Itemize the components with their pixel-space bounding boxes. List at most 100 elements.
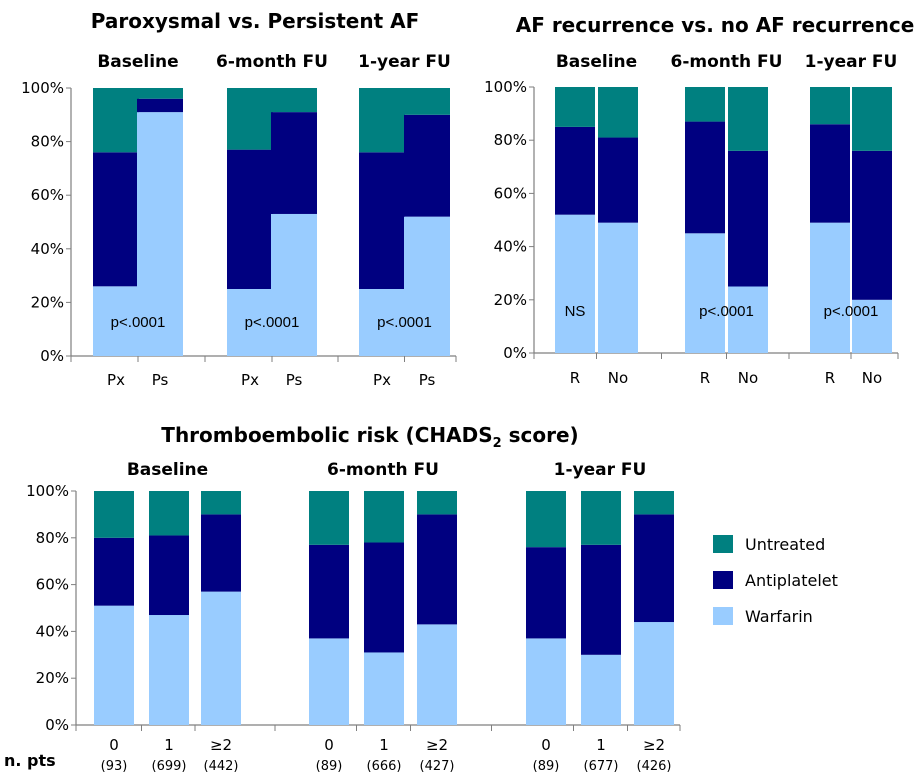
y-tick-label: 40% (494, 238, 527, 256)
significance-annotation: p<.0001 (824, 303, 879, 320)
panel-3-title: Thromboembolic risk (CHADS2 score) (161, 423, 578, 451)
bar-segment-untreated (634, 491, 674, 515)
panel-3-title-main: Thromboembolic risk (CHADS (161, 423, 492, 447)
panel-3-title-suffix: score) (502, 423, 579, 447)
x-category-label: Ps (286, 371, 303, 389)
x-category-label: Px (107, 371, 125, 389)
bar-segment-warfarin (309, 638, 349, 725)
x-category-label: 0 (541, 736, 551, 754)
bar-segment-untreated (227, 88, 273, 150)
bar-segment-warfarin (93, 286, 139, 356)
bar-segment-warfarin (359, 289, 405, 356)
bar-segment-untreated (149, 491, 189, 536)
x-category-label: 1 (164, 736, 174, 754)
y-tick-label: 100% (26, 482, 69, 500)
bar-segment-antiplatelet (810, 124, 850, 223)
bar-segment-untreated (364, 491, 404, 543)
y-tick-label: 40% (31, 240, 64, 258)
n-count-label: (427) (420, 759, 455, 774)
bar-segment-warfarin (137, 112, 183, 357)
bar-segment-untreated (852, 87, 892, 151)
bar-segment-warfarin (581, 654, 621, 725)
n-count-label: (426) (637, 759, 672, 774)
significance-annotation: p<.0001 (377, 314, 432, 331)
x-category-label: Ps (152, 371, 169, 389)
x-category-label: Px (241, 371, 259, 389)
y-tick-label: 60% (31, 186, 64, 204)
bar-segment-antiplatelet (526, 547, 566, 639)
bar-segment-warfarin (149, 615, 189, 725)
bar-segment-untreated (271, 88, 317, 113)
y-tick-label: 20% (36, 669, 69, 687)
legend-swatch-untreated (713, 535, 733, 553)
n-count-label: (89) (316, 759, 343, 774)
x-category-label: ≥2 (426, 736, 448, 754)
bar-segment-untreated (93, 88, 139, 153)
bar-segment-untreated (201, 491, 241, 515)
group-label-1-year-fu: 1-year FU (358, 52, 451, 72)
group-label-baseline: Baseline (556, 52, 637, 72)
bar-segment-antiplatelet (137, 98, 183, 113)
bar-segment-warfarin (271, 213, 317, 356)
group-label-baseline: Baseline (127, 460, 208, 480)
group-label-6-month-fu: 6-month FU (671, 52, 783, 72)
bar-segment-antiplatelet (852, 150, 892, 300)
x-category-label: 0 (324, 736, 334, 754)
y-tick-label: 0% (45, 716, 69, 734)
bar-segment-untreated (728, 87, 768, 151)
bar-segment-antiplatelet (93, 152, 139, 287)
legend-swatch-antiplatelet (713, 571, 733, 589)
bar-segment-warfarin (94, 605, 134, 725)
x-category-label: No (862, 369, 882, 387)
bar-segment-warfarin (526, 638, 566, 725)
chart-thromboembolic-risk: 0% 20% 40% 60% 80% 100% Baseline 0 (93) 1 (699) ≥2 (… (26, 460, 681, 774)
bar-segment-untreated (685, 87, 725, 122)
significance-annotation: p<.0001 (245, 314, 300, 331)
bar-segment-untreated (309, 491, 349, 545)
legend-label-untreated: Untreated (745, 535, 825, 554)
y-tick-label: 60% (36, 576, 69, 594)
bar-segment-untreated (94, 491, 134, 538)
y-tick-label: 80% (36, 529, 69, 547)
legend-label-warfarin: Warfarin (745, 607, 813, 626)
bar-segment-antiplatelet (359, 152, 405, 289)
bar-segment-antiplatelet (201, 514, 241, 592)
x-category-label: ≥2 (643, 736, 665, 754)
x-category-label: No (738, 369, 758, 387)
n-count-label: (93) (101, 759, 128, 774)
bar-segment-antiplatelet (634, 514, 674, 623)
bar-segment-antiplatelet (271, 112, 317, 214)
bar-segment-antiplatelet (555, 126, 595, 215)
bar-segment-untreated (581, 491, 621, 545)
bar-segment-untreated (359, 88, 405, 153)
y-tick-label: 0% (40, 347, 64, 365)
bar-segment-untreated (137, 88, 183, 99)
x-category-label: 1 (379, 736, 389, 754)
x-category-label: R (570, 369, 580, 387)
bar-segment-antiplatelet (728, 150, 768, 287)
bar-segment-warfarin (634, 622, 674, 725)
y-tick-label: 60% (494, 184, 527, 202)
bar-segment-warfarin (404, 216, 450, 356)
bar-segment-antiplatelet (227, 149, 273, 289)
bar-segment-antiplatelet (685, 121, 725, 234)
bar-segment-warfarin (685, 233, 725, 353)
group-label-6-month-fu: 6-month FU (327, 460, 439, 480)
group-label-baseline: Baseline (97, 52, 178, 72)
x-category-label: R (825, 369, 835, 387)
bar-segment-antiplatelet (309, 544, 349, 639)
bar-segment-untreated (555, 87, 595, 127)
legend: Untreated Antiplatelet Warfarin (713, 535, 838, 626)
significance-annotation: p<.0001 (699, 303, 754, 320)
bar-segment-antiplatelet (364, 542, 404, 653)
group-label-1-year-fu: 1-year FU (554, 460, 647, 480)
bar-segment-untreated (526, 491, 566, 548)
x-category-label: 1 (596, 736, 606, 754)
x-category-label: No (608, 369, 628, 387)
x-category-label: R (700, 369, 710, 387)
bar-segment-antiplatelet (417, 514, 457, 625)
bar-segment-antiplatelet (404, 114, 450, 217)
group-label-6-month-fu: 6-month FU (216, 52, 328, 72)
y-tick-label: 40% (36, 622, 69, 640)
